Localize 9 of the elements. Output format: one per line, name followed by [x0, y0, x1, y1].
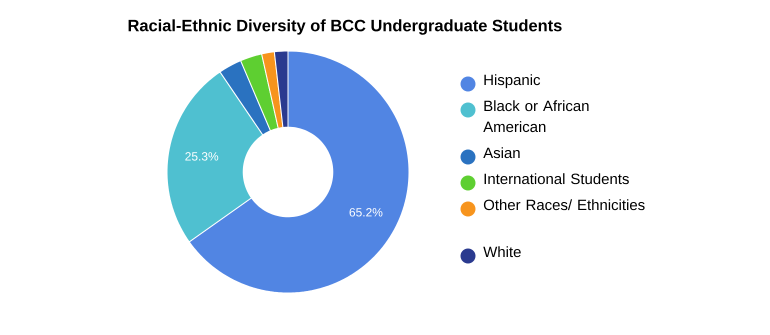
- legend-label: White: [483, 246, 521, 258]
- data-label: 65.2%: [350, 208, 382, 217]
- chart-title: Racial-Ethnic Diversity of BCC Undergraduate Students: [128, 19, 562, 35]
- legend-label: Other Races/ Ethnicities: [484, 199, 645, 210]
- legend-label: Black or African American: [483, 100, 589, 132]
- legend-label: Hispanic: [484, 74, 540, 88]
- legend-label: Asian: [483, 147, 520, 158]
- legend-label: International Students: [484, 173, 629, 184]
- data-label: 25.3%: [185, 152, 218, 161]
